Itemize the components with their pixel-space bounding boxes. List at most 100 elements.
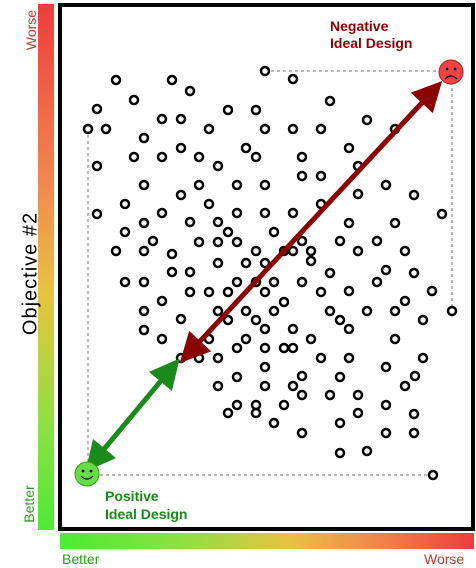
design-point [305, 333, 317, 345]
design-point [287, 245, 299, 257]
design-point [240, 305, 252, 317]
design-point [408, 427, 420, 439]
design-point [334, 235, 346, 247]
design-point [138, 324, 150, 336]
design-point [138, 305, 150, 317]
design-point [250, 245, 262, 257]
design-point [166, 74, 178, 86]
design-point [147, 235, 159, 247]
design-point [315, 123, 327, 135]
design-point [408, 408, 420, 420]
design-point [259, 179, 271, 191]
design-point [278, 296, 290, 308]
design-point [203, 198, 215, 210]
design-point [287, 380, 299, 392]
design-point [343, 285, 355, 297]
design-point [380, 361, 392, 373]
design-point [184, 286, 196, 298]
design-point [250, 151, 262, 163]
design-point [324, 267, 336, 279]
design-point [184, 266, 196, 278]
design-point [91, 103, 103, 115]
design-point [138, 217, 150, 229]
design-point [91, 208, 103, 220]
negative-ideal-label-1: Negative [330, 18, 389, 34]
design-point [343, 352, 355, 364]
design-point [259, 207, 271, 219]
design-point [352, 245, 364, 257]
design-point [259, 286, 271, 298]
design-point [250, 104, 262, 116]
design-point [193, 179, 205, 191]
design-point [119, 276, 131, 288]
design-point [250, 314, 262, 326]
happy-face-icon [74, 461, 100, 487]
y-axis-gradient-bar [38, 4, 54, 530]
design-point [287, 123, 299, 135]
design-point [268, 305, 280, 317]
design-point [240, 257, 252, 269]
design-point [361, 305, 373, 317]
negative-distance-arrow [179, 81, 443, 363]
design-point [212, 352, 224, 364]
design-point [222, 286, 234, 298]
design-point [296, 151, 308, 163]
design-point [175, 313, 187, 325]
design-point [361, 114, 373, 126]
design-point [324, 305, 336, 317]
design-point [156, 333, 168, 345]
design-point [305, 255, 317, 267]
design-point [156, 113, 168, 125]
design-point [380, 427, 392, 439]
design-point [436, 208, 448, 220]
design-point [446, 305, 458, 317]
design-point [231, 371, 243, 383]
design-point [138, 132, 150, 144]
design-point [156, 207, 168, 219]
design-point [110, 245, 122, 257]
design-point [399, 245, 411, 257]
design-point [212, 305, 224, 317]
design-point [268, 276, 280, 288]
design-point [231, 236, 243, 248]
design-point [296, 276, 308, 288]
design-point [305, 245, 317, 257]
design-point [278, 399, 290, 411]
design-point [138, 179, 150, 191]
x-axis-better-label: Better [62, 551, 100, 567]
design-point [296, 370, 308, 382]
design-point [175, 189, 187, 201]
design-point [287, 73, 299, 85]
design-point [315, 352, 327, 364]
design-point [389, 333, 401, 345]
design-point [417, 314, 429, 326]
design-point [82, 123, 94, 135]
design-point [193, 236, 205, 248]
design-point [343, 142, 355, 154]
design-point [110, 74, 122, 86]
design-point [343, 323, 355, 335]
design-point [138, 245, 150, 257]
design-point [296, 389, 308, 401]
design-point [203, 123, 215, 135]
design-point [380, 264, 392, 276]
design-point [426, 285, 438, 297]
design-point [193, 352, 205, 364]
design-point [184, 216, 196, 228]
design-point [287, 207, 299, 219]
design-point [259, 123, 271, 135]
design-point [352, 188, 364, 200]
design-point [231, 207, 243, 219]
design-point [212, 380, 224, 392]
design-point [222, 226, 234, 238]
design-point [334, 447, 346, 459]
design-point [119, 198, 131, 210]
design-point [91, 160, 103, 172]
design-point [259, 342, 271, 354]
x-axis-gradient-bar [60, 533, 474, 549]
design-point [417, 352, 429, 364]
design-point [119, 226, 131, 238]
design-point [259, 380, 271, 392]
design-point [156, 151, 168, 163]
design-point [231, 276, 243, 288]
